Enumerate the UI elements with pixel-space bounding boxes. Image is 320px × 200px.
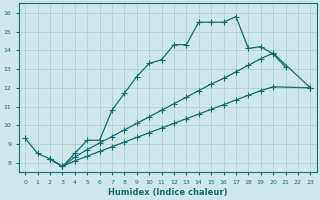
X-axis label: Humidex (Indice chaleur): Humidex (Indice chaleur) xyxy=(108,188,228,197)
